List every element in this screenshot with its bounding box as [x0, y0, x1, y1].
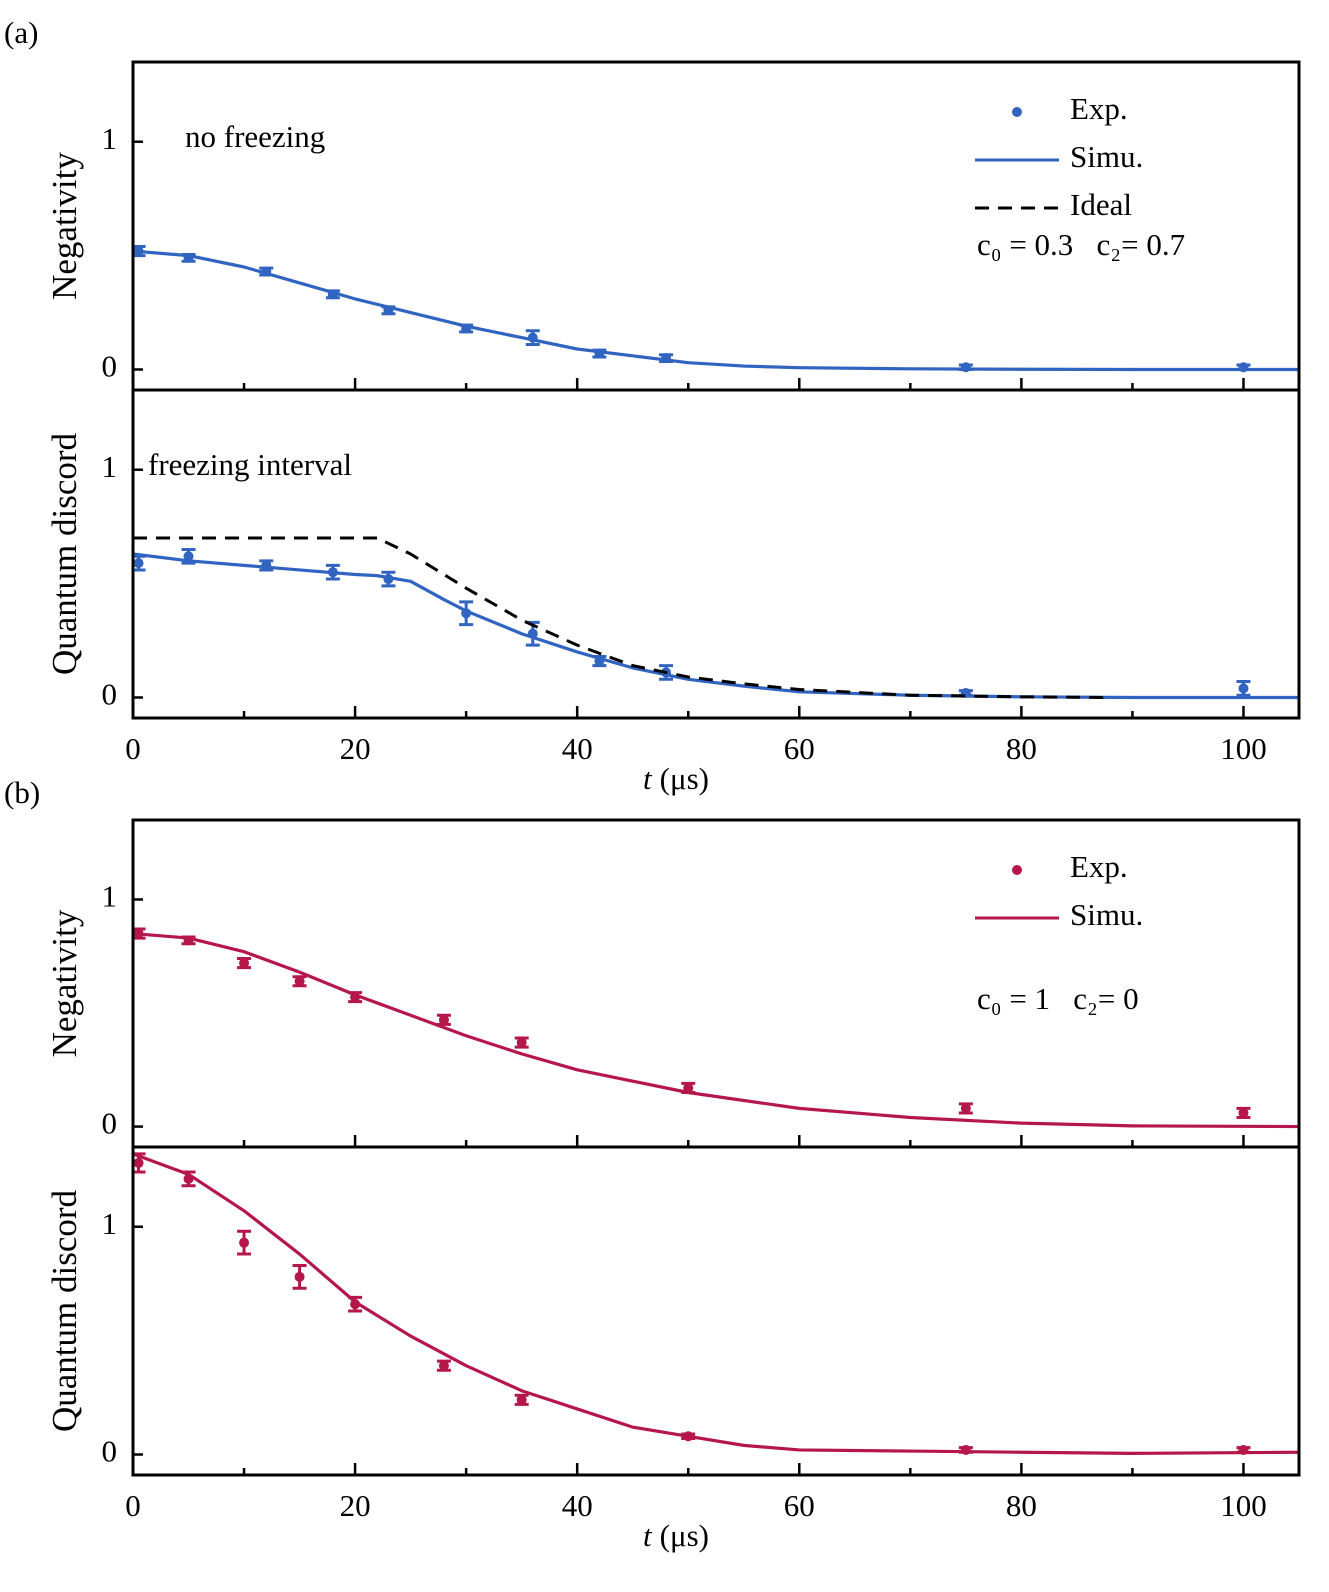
point — [239, 958, 250, 969]
legend-label: Ideal — [1070, 187, 1132, 222]
x-tick-label: 0 — [125, 731, 141, 766]
x-tick-label: 80 — [1006, 731, 1037, 766]
y-tick-label: 0 — [102, 677, 118, 712]
y-tick-label: 0 — [102, 349, 118, 384]
point — [294, 1271, 305, 1282]
annotation: c₀ = 0.3 c₂= 0.7 — [977, 227, 1185, 262]
dashed-line — [133, 536, 1111, 699]
point — [516, 1037, 527, 1048]
legend-label: Simu. — [1070, 139, 1143, 174]
x-tick-label: 60 — [784, 1488, 815, 1523]
y-axis-label: Negativity — [45, 909, 84, 1057]
line — [132, 552, 1299, 700]
point — [960, 1103, 971, 1114]
legend-label: Exp. — [1070, 849, 1128, 884]
x-axis-label: t (μs) — [643, 1518, 709, 1553]
point — [960, 1444, 971, 1455]
y-tick-label: 1 — [102, 449, 118, 484]
annotation: freezing interval — [148, 447, 352, 482]
x-axis-unit: (μs) — [660, 761, 709, 796]
point — [438, 1014, 449, 1025]
point — [183, 551, 194, 562]
y-tick-label: 1 — [102, 1206, 118, 1241]
plot-frame — [131, 388, 1301, 720]
plot-frame — [131, 1145, 1301, 1477]
x-tick-label: 100 — [1220, 731, 1267, 766]
point — [516, 1394, 527, 1405]
point — [1238, 1107, 1249, 1118]
line — [132, 1152, 1300, 1455]
y-axis-label: Quantum discord — [45, 1189, 84, 1432]
point — [133, 558, 144, 569]
annotation: no freezing — [185, 119, 325, 154]
panel-label: (a) — [4, 15, 38, 50]
x-tick-label: 100 — [1220, 1488, 1267, 1523]
legend-marker — [1012, 865, 1022, 875]
point — [133, 1157, 144, 1168]
annotation: c₀ = 1 c₂= 0 — [977, 981, 1139, 1016]
x-axis-label: t (μs) — [643, 761, 709, 796]
point — [438, 1360, 449, 1371]
legend-label: Simu. — [1070, 897, 1143, 932]
point — [294, 976, 305, 987]
legend-marker — [1012, 107, 1022, 117]
point — [1238, 683, 1249, 694]
x-axis-unit: (μs) — [660, 1518, 709, 1553]
y-tick-label: 0 — [102, 1434, 118, 1469]
x-tick-label: 20 — [340, 1488, 371, 1523]
x-tick-label: 0 — [125, 1488, 141, 1523]
y-tick-label: 1 — [102, 121, 118, 156]
x-tick-label: 60 — [784, 731, 815, 766]
y-axis-label: Quantum discord — [45, 432, 84, 675]
x-tick-label: 80 — [1006, 1488, 1037, 1523]
point — [239, 1237, 250, 1248]
y-axis-label: Negativity — [45, 152, 84, 300]
x-axis-symbol: t — [643, 761, 653, 796]
line — [132, 249, 1299, 372]
x-axis-symbol: t — [643, 1518, 653, 1553]
legend-label: Exp. — [1070, 91, 1128, 126]
x-tick-label: 40 — [562, 731, 593, 766]
y-tick-label: 0 — [102, 1106, 118, 1141]
x-tick-label: 40 — [562, 1488, 593, 1523]
panel-label: (b) — [4, 775, 40, 810]
y-tick-label: 1 — [102, 879, 118, 914]
line — [132, 931, 1300, 1129]
x-tick-label: 20 — [340, 731, 371, 766]
point — [960, 362, 971, 373]
